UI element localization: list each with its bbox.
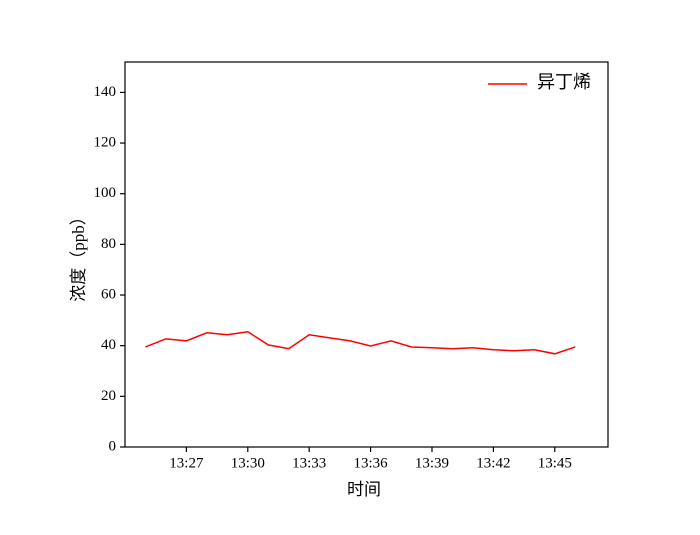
line — [145, 330, 576, 355]
x-tick-label: 13:30 — [231, 455, 265, 471]
legend-label: 异丁烯 — [537, 72, 591, 92]
y-axis-label: 浓度（ppb） — [69, 208, 88, 302]
x-tick-label: 13:45 — [538, 455, 572, 471]
y-tick-label: 140 — [94, 84, 117, 100]
x-tick-label: 13:27 — [169, 455, 204, 471]
x-tick-label: 13:36 — [354, 455, 389, 471]
x-axis-label: 时间 — [347, 480, 381, 499]
y-tick-label: 100 — [94, 185, 117, 201]
x-tick-label: 13:33 — [292, 455, 326, 471]
y-tick-label: 80 — [101, 236, 116, 252]
plot-frame — [124, 61, 609, 448]
y-tick-label: 40 — [101, 337, 116, 353]
y-tick-label: 60 — [101, 286, 116, 302]
y-tick-label: 20 — [101, 388, 116, 404]
y-tick-label: 120 — [94, 134, 117, 150]
x-tick-label: 13:42 — [476, 455, 510, 471]
x-tick-label: 13:39 — [415, 455, 449, 471]
y-tick-label: 0 — [109, 438, 117, 454]
